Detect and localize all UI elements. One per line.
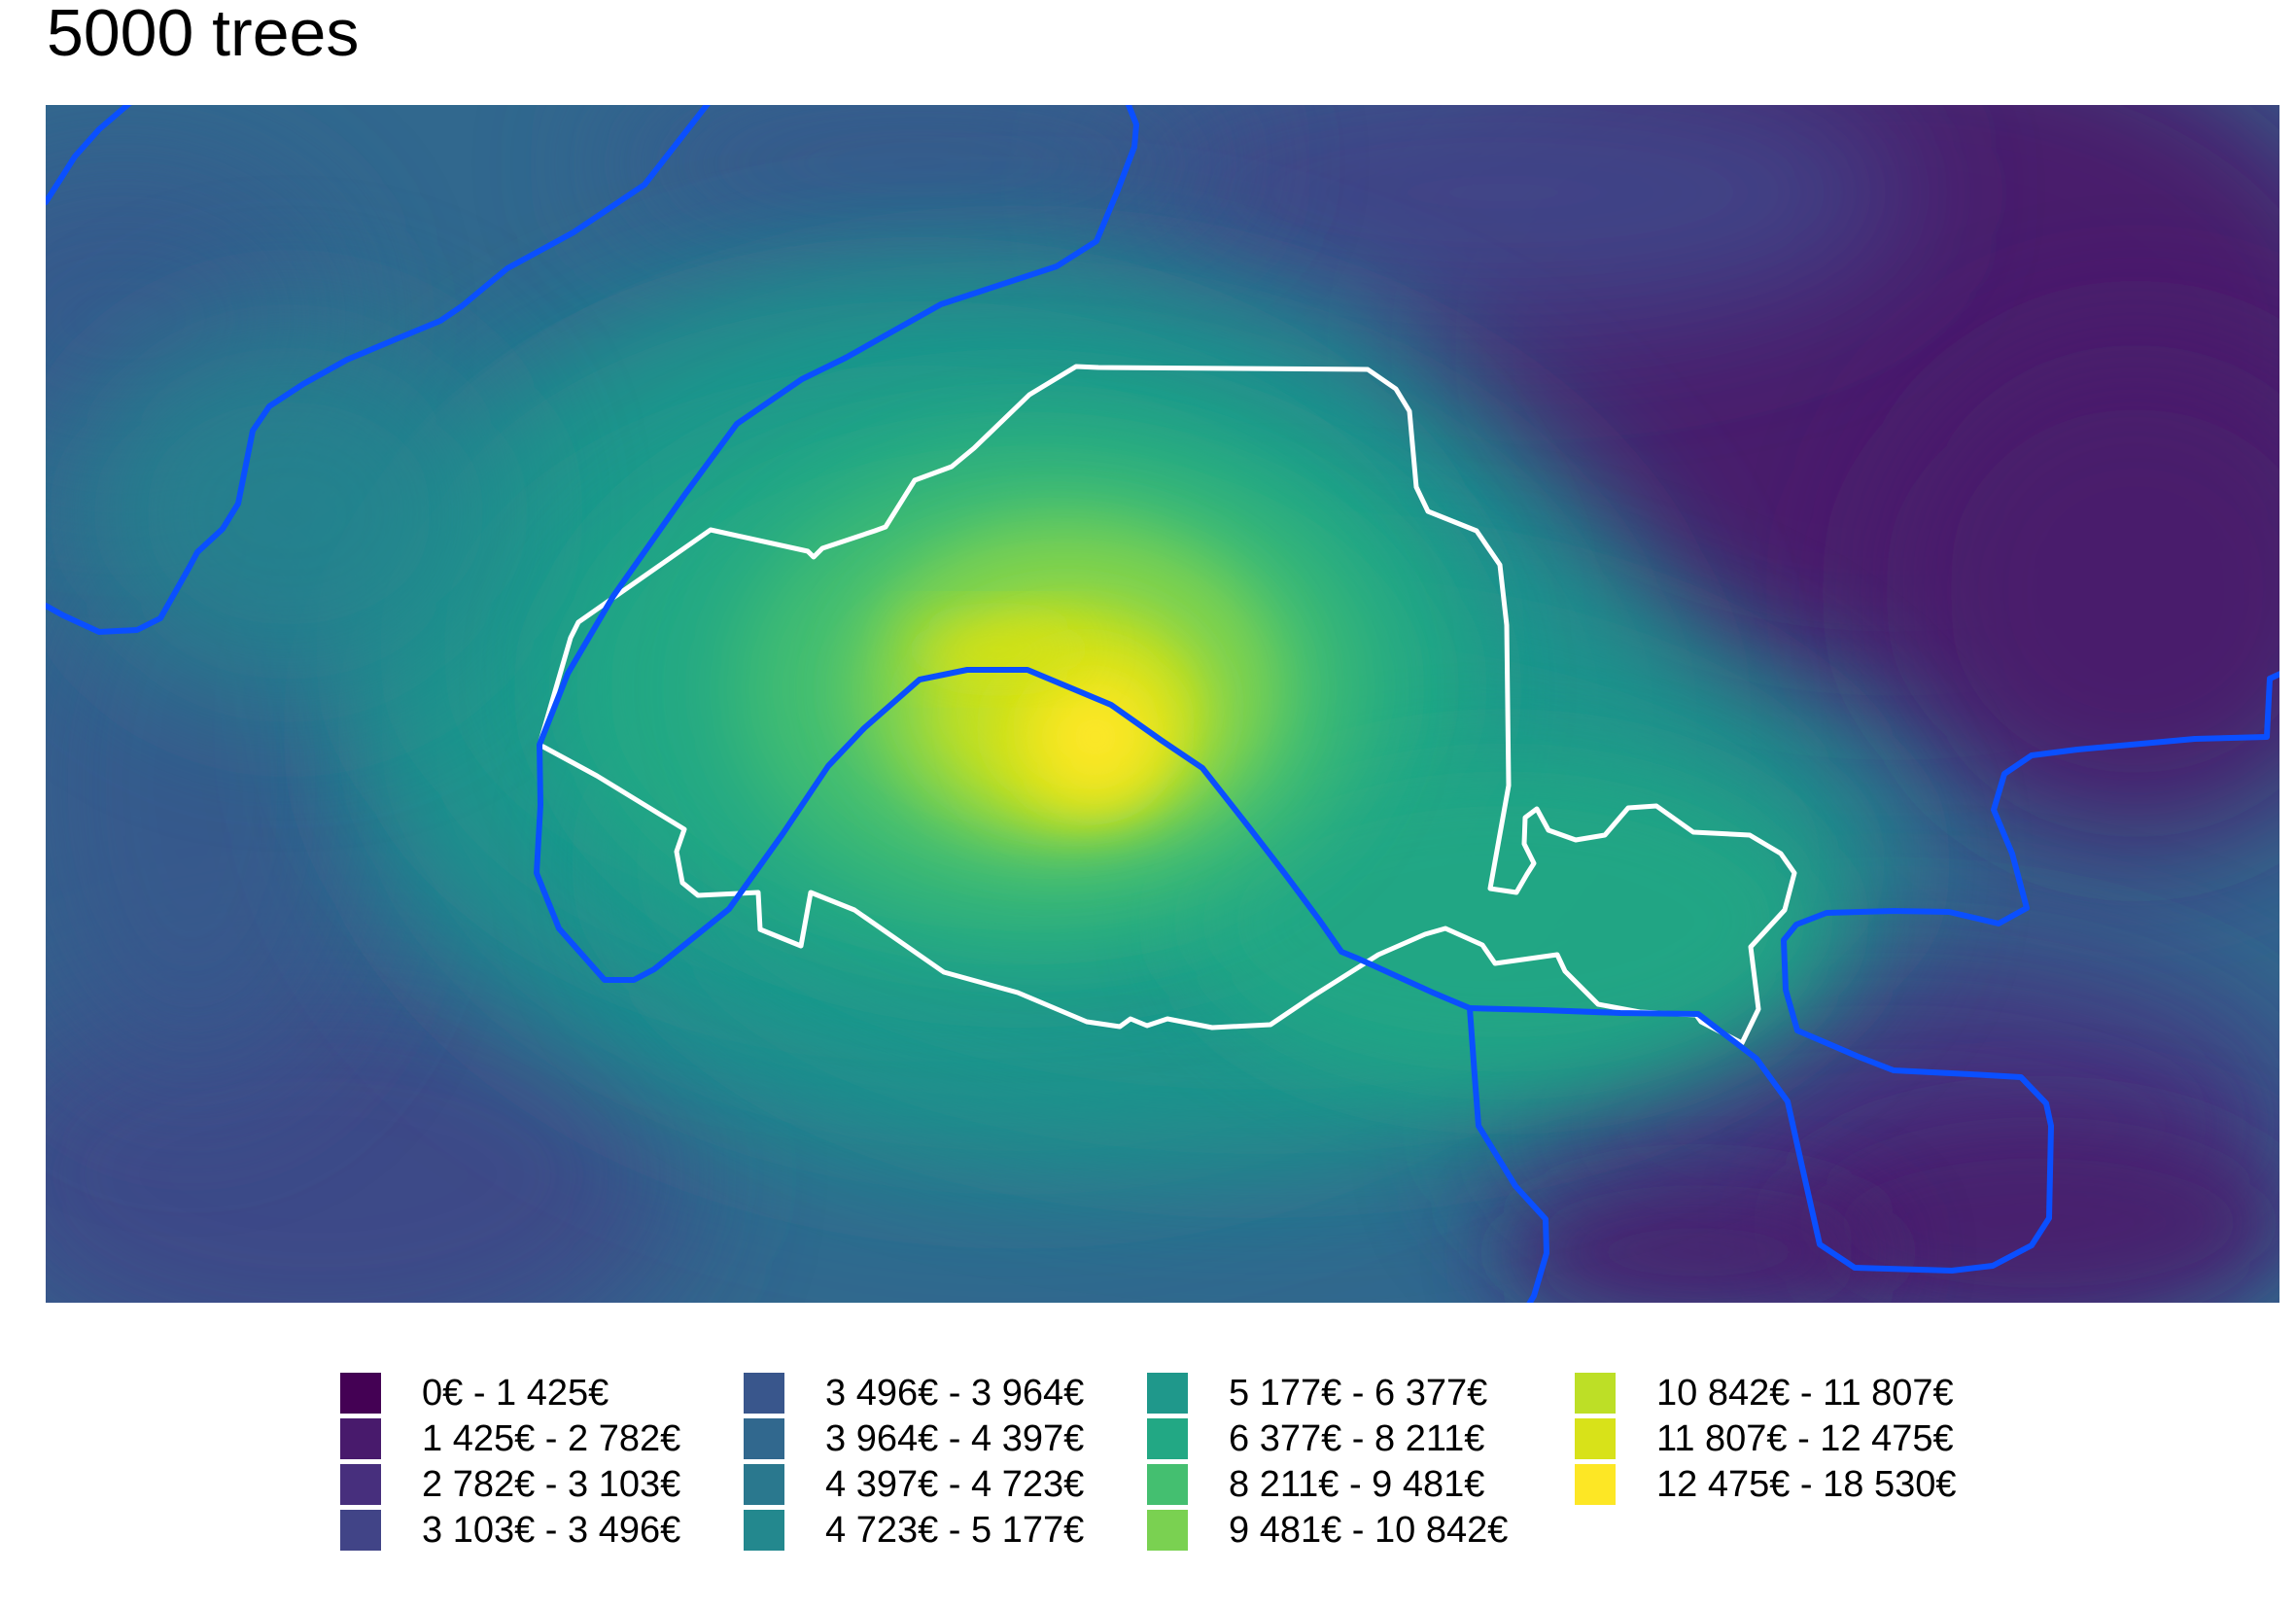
legend-swatch — [340, 1373, 381, 1414]
legend-swatch — [1575, 1373, 1616, 1414]
legend-swatch — [744, 1418, 784, 1459]
legend-label: 3 103€ - 3 496€ — [422, 1510, 681, 1551]
legend-label: 4 723€ - 5 177€ — [825, 1510, 1085, 1551]
legend-label: 12 475€ - 18 530€ — [1656, 1464, 1957, 1505]
legend-label: 3 964€ - 4 397€ — [825, 1418, 1085, 1459]
legend-label: 8 211€ - 9 481€ — [1229, 1464, 1485, 1505]
city-boundary — [537, 364, 1797, 1046]
legend-swatch — [1147, 1418, 1188, 1459]
legend-label: 4 397€ - 4 723€ — [825, 1464, 1085, 1505]
legend-swatch — [340, 1510, 381, 1551]
legend-swatch — [1575, 1464, 1616, 1505]
legend-swatch — [744, 1510, 784, 1551]
legend-label: 10 842€ - 11 807€ — [1656, 1373, 1954, 1414]
legend-swatch — [744, 1373, 784, 1414]
price-heatmap — [46, 105, 2279, 1303]
river-line — [46, 105, 132, 205]
legend-label: 1 425€ - 2 782€ — [422, 1418, 681, 1459]
map-title: 5000 trees — [47, 0, 360, 70]
legend: 0€ - 1 425€ 1 425€ - 2 782€ 2 782€ - 3 1… — [340, 1371, 2041, 1565]
legend-label: 2 782€ - 3 103€ — [422, 1464, 681, 1505]
legend-label: 5 177€ - 6 377€ — [1229, 1373, 1488, 1414]
heat-layers — [46, 105, 2279, 1303]
legend-swatch — [340, 1418, 381, 1459]
legend-label: 3 496€ - 3 964€ — [825, 1373, 1085, 1414]
heatmap-canvas — [46, 105, 2279, 1303]
legend-label: 0€ - 1 425€ — [422, 1373, 609, 1414]
legend-swatch — [1147, 1464, 1188, 1505]
legend-swatch — [340, 1464, 381, 1505]
legend-label: 9 481€ - 10 842€ — [1229, 1510, 1509, 1551]
legend-swatch — [1147, 1510, 1188, 1551]
legend-label: 11 807€ - 12 475€ — [1656, 1418, 1954, 1459]
legend-swatch — [1147, 1373, 1188, 1414]
river-line — [1467, 671, 2279, 1274]
legend-swatch — [1575, 1418, 1616, 1459]
legend-swatch — [744, 1464, 784, 1505]
legend-label: 6 377€ - 8 211€ — [1229, 1418, 1485, 1459]
river-line — [534, 105, 1549, 1303]
river-line — [46, 105, 711, 635]
